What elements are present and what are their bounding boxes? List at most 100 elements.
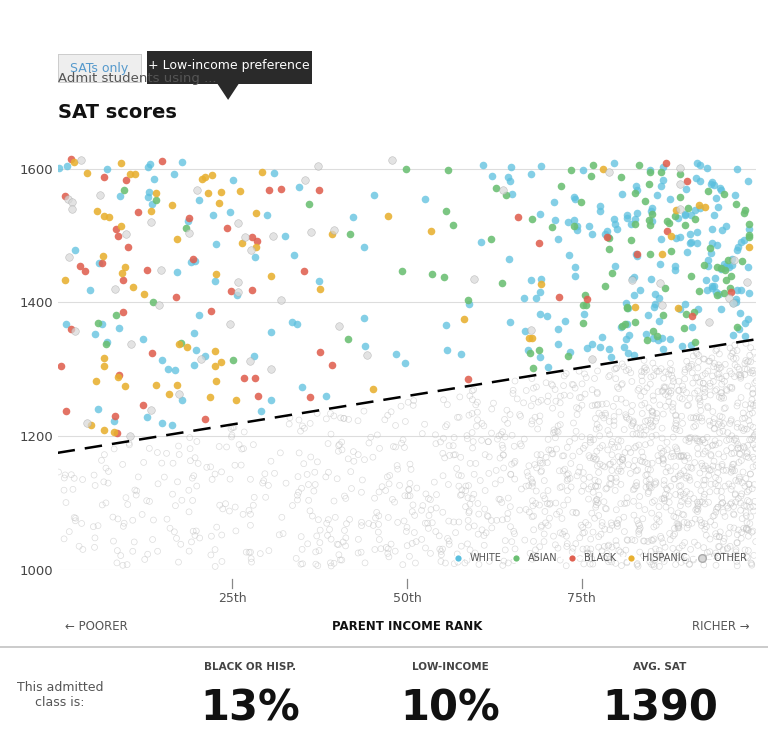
- Point: [603, 232, 615, 244]
- Point: [685, 360, 697, 372]
- Point: [508, 457, 520, 469]
- Point: [740, 551, 753, 562]
- Point: [729, 489, 741, 501]
- Point: [172, 440, 184, 452]
- Point: [337, 536, 349, 548]
- Point: [624, 218, 637, 229]
- Point: [417, 500, 429, 511]
- Point: [199, 171, 211, 183]
- Point: [727, 458, 740, 470]
- Point: [585, 553, 598, 565]
- Point: [472, 497, 484, 509]
- Point: [645, 545, 657, 557]
- Point: [735, 422, 747, 434]
- Point: [169, 500, 181, 511]
- Point: [531, 423, 544, 435]
- Point: [538, 474, 551, 486]
- Point: [656, 448, 668, 460]
- Point: [748, 479, 760, 491]
- Point: [554, 505, 566, 517]
- Point: [424, 494, 436, 505]
- Point: [674, 468, 687, 480]
- Point: [435, 549, 448, 561]
- Point: [265, 455, 277, 467]
- Point: [646, 507, 658, 519]
- Point: [638, 386, 650, 397]
- Point: [708, 357, 720, 369]
- Point: [308, 485, 320, 497]
- Point: [613, 545, 625, 556]
- Point: [666, 380, 678, 392]
- Point: [581, 342, 593, 354]
- Point: [144, 216, 157, 228]
- Point: [637, 535, 650, 547]
- Point: [435, 436, 447, 448]
- Point: [742, 261, 754, 273]
- Point: [734, 442, 746, 454]
- Point: [599, 407, 611, 419]
- Point: [400, 525, 412, 537]
- Point: [533, 415, 545, 427]
- Point: [124, 168, 136, 180]
- Point: [683, 436, 695, 448]
- Point: [448, 558, 460, 570]
- Point: [665, 245, 677, 257]
- Point: [582, 493, 594, 505]
- Point: [687, 421, 700, 433]
- Point: [709, 272, 721, 283]
- Point: [694, 436, 706, 448]
- Point: [442, 533, 454, 545]
- Point: [639, 397, 651, 409]
- Point: [725, 414, 737, 425]
- Point: [588, 512, 601, 524]
- Point: [541, 498, 554, 510]
- Point: [128, 536, 141, 548]
- Point: [740, 507, 752, 519]
- Point: [655, 166, 667, 178]
- Point: [715, 392, 727, 404]
- Point: [611, 517, 623, 529]
- Point: [739, 363, 751, 374]
- Point: [542, 390, 554, 402]
- Point: [712, 201, 724, 213]
- Point: [742, 175, 754, 186]
- Point: [430, 502, 442, 514]
- Text: 75th: 75th: [568, 592, 596, 605]
- Point: [693, 349, 705, 361]
- Point: [679, 364, 691, 376]
- Point: [636, 456, 648, 468]
- Point: [541, 311, 554, 323]
- Point: [230, 525, 242, 536]
- Point: [740, 451, 753, 462]
- Point: [708, 413, 720, 425]
- Point: [627, 272, 640, 283]
- Point: [725, 415, 737, 427]
- Point: [405, 463, 417, 475]
- Point: [533, 500, 545, 511]
- Point: [603, 554, 615, 565]
- Point: [728, 254, 740, 266]
- Point: [52, 162, 65, 174]
- Point: [681, 175, 694, 187]
- Point: [184, 443, 197, 454]
- Point: [593, 531, 605, 542]
- Point: [472, 508, 485, 520]
- Point: [235, 459, 247, 471]
- Point: [562, 350, 574, 362]
- Point: [672, 520, 684, 532]
- Point: [741, 494, 753, 506]
- Point: [58, 275, 71, 286]
- Point: [601, 548, 613, 559]
- Point: [725, 497, 737, 508]
- Point: [730, 556, 743, 568]
- Point: [726, 448, 738, 460]
- Point: [224, 473, 237, 485]
- Point: [248, 491, 260, 503]
- Point: [633, 439, 645, 451]
- Point: [385, 538, 397, 550]
- Point: [147, 172, 160, 184]
- Point: [748, 550, 760, 562]
- Point: [528, 383, 540, 394]
- Point: [643, 178, 655, 189]
- Point: [591, 419, 603, 431]
